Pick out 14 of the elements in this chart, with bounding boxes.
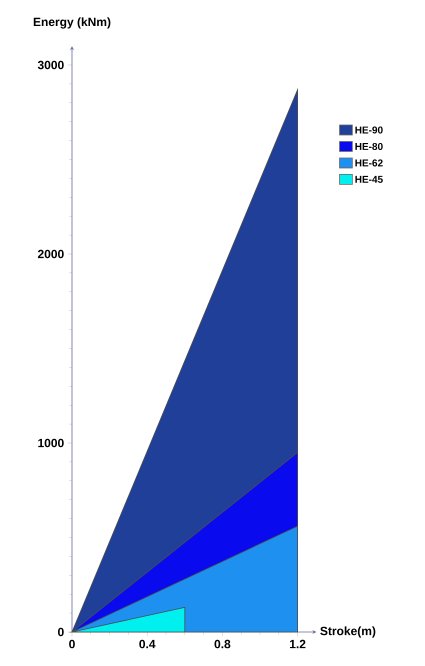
legend-label: HE-90 (355, 126, 383, 134)
x-tick-label: 0.4 (139, 640, 156, 648)
legend-label: HE-62 (355, 159, 383, 167)
x-tick-label: 0 (69, 640, 75, 648)
x-tick-label: 1.2 (290, 640, 306, 648)
x-axis-title: Stroke(m) (320, 626, 376, 638)
y-tick-label: 2000 (38, 250, 64, 258)
y-tick-label: 0 (58, 628, 64, 636)
y-tick-label: 1000 (38, 438, 64, 448)
legend-label: HE-80 (355, 142, 383, 150)
legend-label: HE-45 (355, 176, 383, 183)
x-tick-label: 0.8 (214, 640, 230, 648)
y-axis-title: Energy (kNm) (34, 17, 110, 29)
y-tick-label: 3000 (38, 60, 64, 70)
